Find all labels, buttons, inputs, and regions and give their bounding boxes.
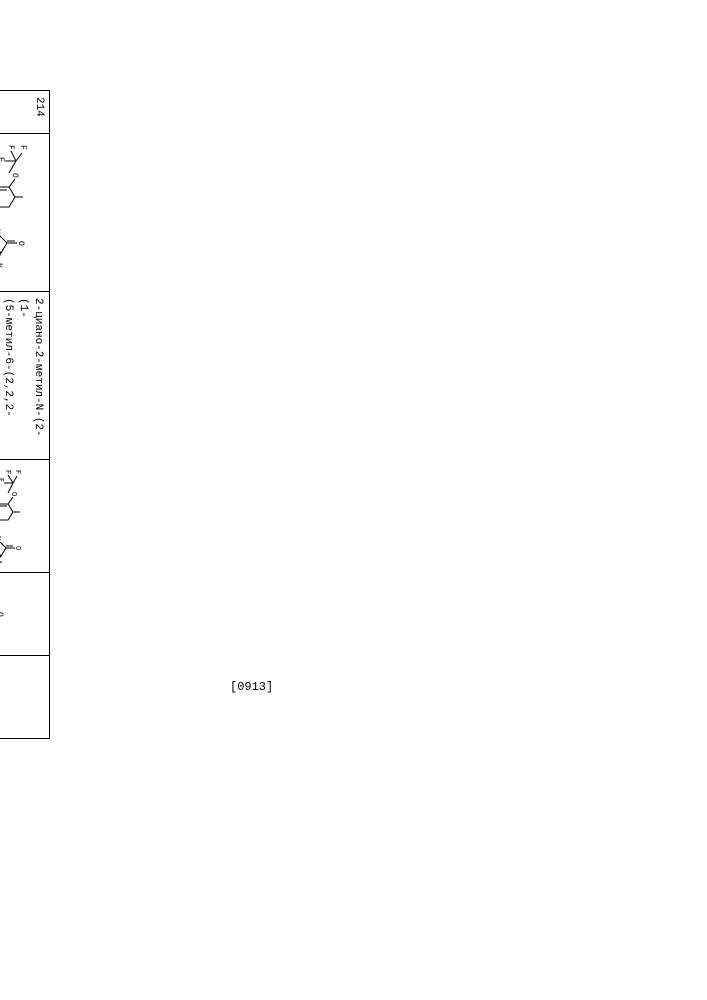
paragraph-ref: [0913]: [230, 680, 273, 694]
svg-text:F: F: [18, 145, 27, 150]
svg-text:O: O: [0, 612, 4, 617]
svg-text:N: N: [0, 229, 1, 234]
product-structure: F F F O N: [0, 143, 31, 283]
svg-text:N: N: [0, 263, 3, 268]
svg-text:O: O: [10, 173, 19, 178]
svg-text:N: N: [0, 536, 1, 540]
method-cell: Способ-A: [0, 656, 50, 739]
reagent-structure: H₂N O CN: [0, 582, 8, 647]
reagent-cell: H₂N O CN: [0, 573, 50, 656]
intermediate-structure: F F F O N: [0, 469, 25, 564]
row-number: 214: [0, 91, 50, 134]
svg-text:O: O: [16, 241, 25, 246]
compound-name-cell: 2-циано-2-метил-N-(2-(1- (5-метил-6-(2,2…: [0, 292, 50, 460]
name-line-1: (5-метил-6-(2,2,2-: [2, 298, 14, 417]
name-line-0: 2-циано-2-метил-N-(2-(1-: [17, 298, 44, 437]
svg-text:F: F: [13, 470, 21, 474]
product-structure-cell: F F F O N: [0, 134, 50, 292]
svg-text:O: O: [13, 546, 21, 550]
svg-text:F: F: [0, 157, 5, 162]
svg-text:N: N: [0, 561, 2, 564]
svg-text:F: F: [3, 470, 11, 474]
svg-text:O: O: [9, 492, 17, 496]
svg-text:F: F: [6, 145, 15, 150]
svg-text:F: F: [0, 478, 4, 482]
intermediate-cell: F F F O N: [0, 460, 50, 573]
